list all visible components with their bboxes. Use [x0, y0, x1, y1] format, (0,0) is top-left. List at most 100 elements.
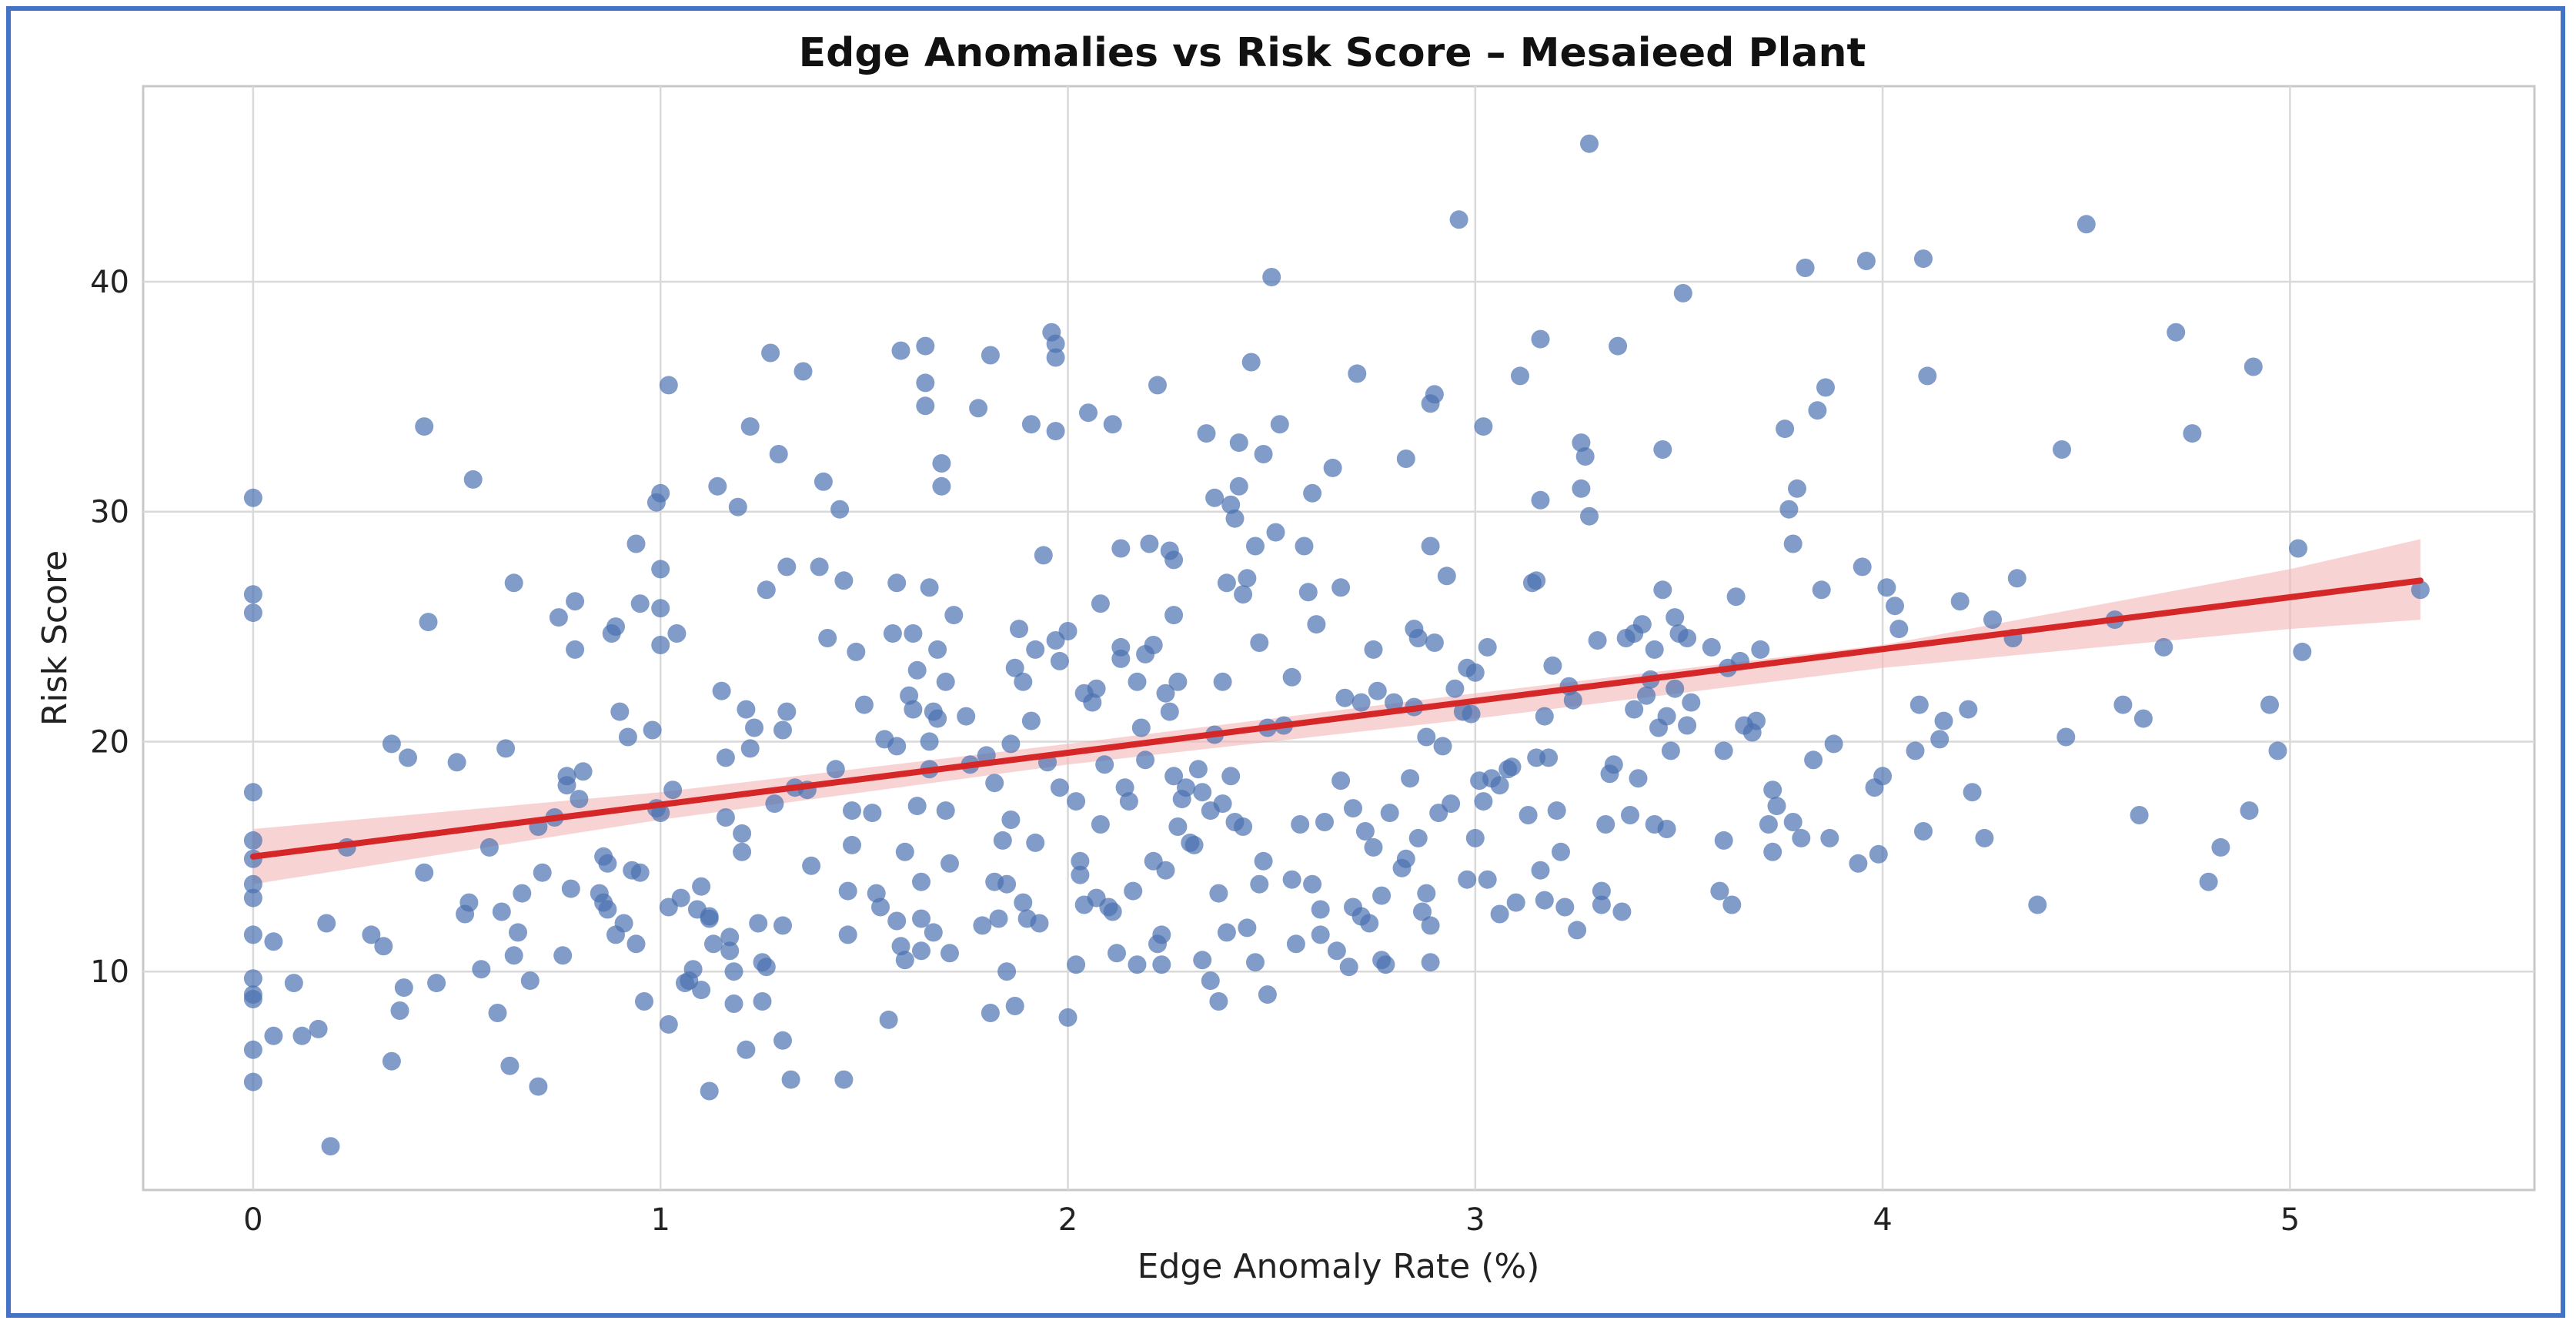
data-point [1759, 815, 1778, 834]
data-point [2183, 424, 2202, 443]
data-point [1490, 904, 1509, 924]
data-point [1111, 649, 1131, 668]
data-point [243, 874, 262, 894]
data-point [2199, 872, 2218, 891]
data-point [1722, 895, 1742, 914]
data-point [1229, 433, 1248, 453]
data-point [1128, 955, 1147, 974]
data-point [1502, 757, 1522, 777]
data-point [618, 727, 637, 747]
data-point [1401, 769, 1420, 788]
data-point [1490, 776, 1509, 795]
data-point [1217, 573, 1236, 593]
data-point [1714, 741, 1733, 760]
data-point [1804, 750, 1823, 770]
data-point [1783, 813, 1803, 831]
data-point [928, 640, 947, 659]
data-point [626, 934, 646, 954]
data-point [1046, 422, 1065, 441]
data-point [802, 856, 821, 875]
data-point [1221, 767, 1241, 786]
data-point [415, 417, 434, 436]
data-point [773, 720, 792, 740]
data-point [671, 888, 690, 908]
data-point [1877, 578, 1896, 597]
data-point [1612, 902, 1632, 921]
data-point [1136, 750, 1155, 770]
data-point [1909, 695, 1929, 714]
data-point [997, 874, 1017, 894]
data-point [708, 476, 727, 496]
data-point [1291, 815, 1310, 834]
data-point [1270, 415, 1289, 434]
data-point [1609, 336, 1628, 356]
data-point [1792, 828, 1811, 847]
data-point [838, 881, 857, 901]
data-point [1425, 385, 1444, 404]
data-point [1067, 955, 1086, 974]
data-point [1849, 854, 1868, 873]
data-point [561, 879, 580, 898]
data-point [1005, 658, 1024, 677]
data-point [973, 916, 992, 935]
data-point [1364, 837, 1383, 857]
data-point [1421, 536, 1440, 556]
data-point [1408, 629, 1428, 647]
data-point [1918, 366, 1937, 386]
data-point [1010, 620, 1028, 639]
data-point [264, 1026, 283, 1045]
data-point [773, 916, 792, 935]
data-point [243, 925, 262, 944]
data-point [887, 573, 907, 593]
data-point [1372, 886, 1392, 905]
data-point [1596, 815, 1615, 834]
data-point [463, 470, 483, 489]
data-point [1442, 794, 1461, 814]
data-point [916, 396, 935, 416]
data-point [830, 500, 850, 519]
data-point [606, 617, 625, 637]
data-point [1046, 348, 1065, 367]
data-point [2053, 440, 2071, 459]
data-point [1702, 637, 1721, 657]
data-point [1234, 817, 1253, 836]
data-point [957, 707, 976, 726]
data-point [1563, 690, 1582, 710]
data-point [1975, 828, 1994, 847]
confidence-band [252, 539, 2421, 884]
data-point [533, 863, 552, 882]
data-point [1258, 985, 1277, 1004]
data-point [1131, 718, 1151, 737]
data-point [1808, 401, 1827, 420]
data-point [932, 476, 951, 496]
data-point [635, 992, 653, 1011]
data-point [1351, 693, 1371, 712]
data-point [720, 941, 740, 961]
data-point [598, 854, 617, 873]
data-point [1184, 835, 1204, 854]
data-point [1095, 755, 1114, 774]
x-tick-label: 4 [1873, 1202, 1892, 1238]
data-point [1796, 259, 1815, 277]
data-point [504, 946, 523, 965]
data-point [520, 971, 540, 991]
data-point [399, 748, 417, 767]
data-point [2293, 642, 2312, 661]
data-point [891, 937, 910, 956]
data-point [1209, 884, 1228, 903]
data-point [2211, 837, 2230, 857]
data-point [1889, 620, 1909, 639]
data-point [692, 877, 711, 896]
data-point [1234, 585, 1253, 604]
data-point [1140, 534, 1159, 553]
data-point [1575, 447, 1595, 466]
data-point [920, 578, 939, 597]
data-point [1303, 874, 1322, 894]
data-point [765, 794, 784, 814]
data-point [1315, 813, 1334, 831]
data-point [1193, 951, 1212, 970]
data-point [749, 914, 768, 933]
data-point [1625, 700, 1644, 719]
data-point [1886, 597, 1904, 616]
data-point [1572, 479, 1591, 498]
